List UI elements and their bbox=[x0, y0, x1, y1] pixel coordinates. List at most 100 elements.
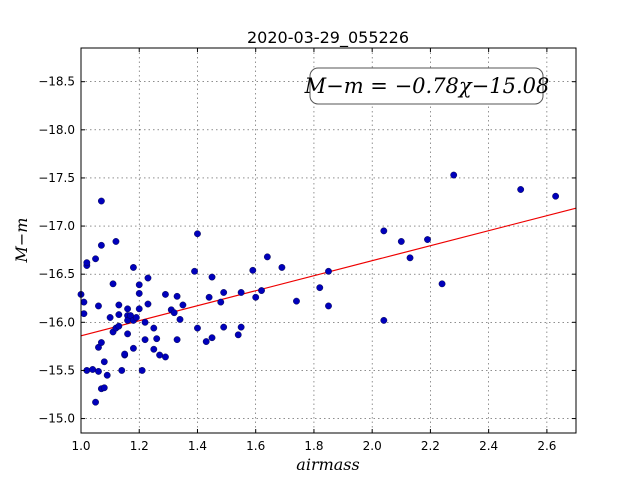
data-point bbox=[191, 267, 198, 275]
data-point bbox=[135, 281, 143, 289]
data-point bbox=[106, 314, 114, 321]
data-point bbox=[173, 336, 181, 344]
data-point bbox=[135, 305, 143, 313]
data-point bbox=[234, 331, 242, 339]
data-point bbox=[144, 274, 152, 282]
y-tick-label: −17.5 bbox=[38, 171, 75, 185]
data-point bbox=[135, 290, 143, 297]
data-point bbox=[194, 324, 201, 332]
data-point bbox=[208, 273, 216, 281]
data-point bbox=[141, 336, 149, 344]
data-point bbox=[95, 302, 102, 310]
data-point bbox=[138, 367, 146, 374]
y-axis-label: M−m bbox=[12, 218, 31, 264]
data-point bbox=[97, 339, 105, 346]
data-point bbox=[115, 311, 123, 319]
data-point bbox=[397, 238, 405, 245]
data-point bbox=[205, 293, 213, 301]
data-point bbox=[162, 353, 169, 361]
data-point bbox=[438, 280, 446, 288]
data-point bbox=[80, 310, 88, 318]
data-point bbox=[92, 255, 99, 263]
data-point bbox=[109, 280, 117, 288]
data-point bbox=[83, 259, 91, 267]
data-point bbox=[80, 298, 88, 306]
data-point bbox=[325, 267, 332, 275]
data-point bbox=[150, 345, 158, 353]
data-point bbox=[118, 367, 126, 374]
x-tick-label: 1.4 bbox=[188, 439, 207, 453]
data-point bbox=[450, 171, 458, 179]
data-point bbox=[103, 371, 111, 379]
data-point bbox=[179, 301, 187, 309]
y-tick-label: −15.5 bbox=[38, 363, 75, 377]
y-tick-label: −18.0 bbox=[38, 123, 75, 137]
data-point bbox=[237, 323, 245, 331]
data-point bbox=[144, 300, 152, 308]
data-point bbox=[162, 290, 169, 298]
data-point bbox=[278, 264, 286, 271]
chart-title: 2020-03-29_055226 bbox=[247, 28, 409, 48]
data-point bbox=[130, 344, 137, 352]
data-point bbox=[249, 266, 257, 274]
data-point bbox=[380, 227, 388, 235]
data-point bbox=[115, 322, 123, 330]
data-point bbox=[380, 316, 388, 324]
data-point bbox=[153, 335, 161, 343]
data-point bbox=[173, 292, 181, 300]
data-point bbox=[89, 366, 97, 373]
data-point bbox=[170, 309, 178, 317]
data-point bbox=[208, 334, 216, 342]
data-point bbox=[293, 297, 300, 305]
data-point bbox=[95, 367, 102, 375]
annotation-box: M−m = −0.78χ−15.08 bbox=[304, 67, 550, 105]
x-tick-label: 2.0 bbox=[363, 439, 382, 453]
data-point bbox=[132, 314, 140, 321]
axis-ticks: 1.0 1.2 1.4 1.6 1.8 2.0 2.2 2.4 2.6 −15.0 −15.5 −16… bbox=[38, 48, 576, 453]
data-point bbox=[220, 289, 228, 296]
data-point bbox=[100, 358, 108, 366]
data-point bbox=[517, 186, 525, 193]
data-point bbox=[97, 241, 105, 249]
data-point bbox=[194, 230, 201, 238]
data-point bbox=[100, 384, 108, 392]
data-point bbox=[176, 316, 184, 323]
y-tick-label: −18.5 bbox=[38, 75, 75, 89]
data-point bbox=[316, 284, 324, 292]
data-point bbox=[325, 302, 332, 310]
y-tick-label: −15.0 bbox=[38, 412, 75, 426]
data-point bbox=[552, 192, 560, 200]
fit-equation: M−m = −0.78χ−15.08 bbox=[304, 74, 550, 98]
data-point bbox=[124, 305, 131, 313]
data-point bbox=[220, 323, 228, 331]
y-tick-label: −16.0 bbox=[38, 315, 75, 329]
x-tick-label: 1.6 bbox=[246, 439, 265, 453]
x-tick-label: 2.2 bbox=[421, 439, 440, 453]
data-point bbox=[258, 287, 265, 294]
data-point bbox=[141, 318, 149, 326]
data-point bbox=[406, 254, 414, 262]
data-point bbox=[156, 351, 164, 359]
data-point bbox=[424, 236, 431, 243]
data-point bbox=[124, 330, 131, 338]
data-point bbox=[115, 301, 123, 309]
x-tick-label: 1.2 bbox=[130, 439, 149, 453]
data-point bbox=[97, 197, 105, 205]
data-point bbox=[92, 398, 99, 406]
x-tick-label: 1.0 bbox=[71, 439, 90, 453]
data-point bbox=[150, 324, 158, 332]
x-axis-label: airmass bbox=[296, 455, 359, 474]
x-tick-label: 2.4 bbox=[479, 439, 498, 453]
x-tick-label: 1.8 bbox=[304, 439, 323, 453]
plot-frame bbox=[80, 47, 577, 434]
annotation-frame bbox=[309, 67, 544, 105]
x-tick-label: 2.6 bbox=[537, 439, 556, 453]
y-tick-label: −17.0 bbox=[38, 219, 75, 233]
data-point bbox=[130, 264, 137, 271]
data-point bbox=[237, 289, 245, 296]
data-point bbox=[217, 298, 225, 306]
plot-area bbox=[81, 48, 576, 433]
data-point bbox=[263, 253, 271, 261]
y-tick-label: −16.5 bbox=[38, 267, 75, 281]
